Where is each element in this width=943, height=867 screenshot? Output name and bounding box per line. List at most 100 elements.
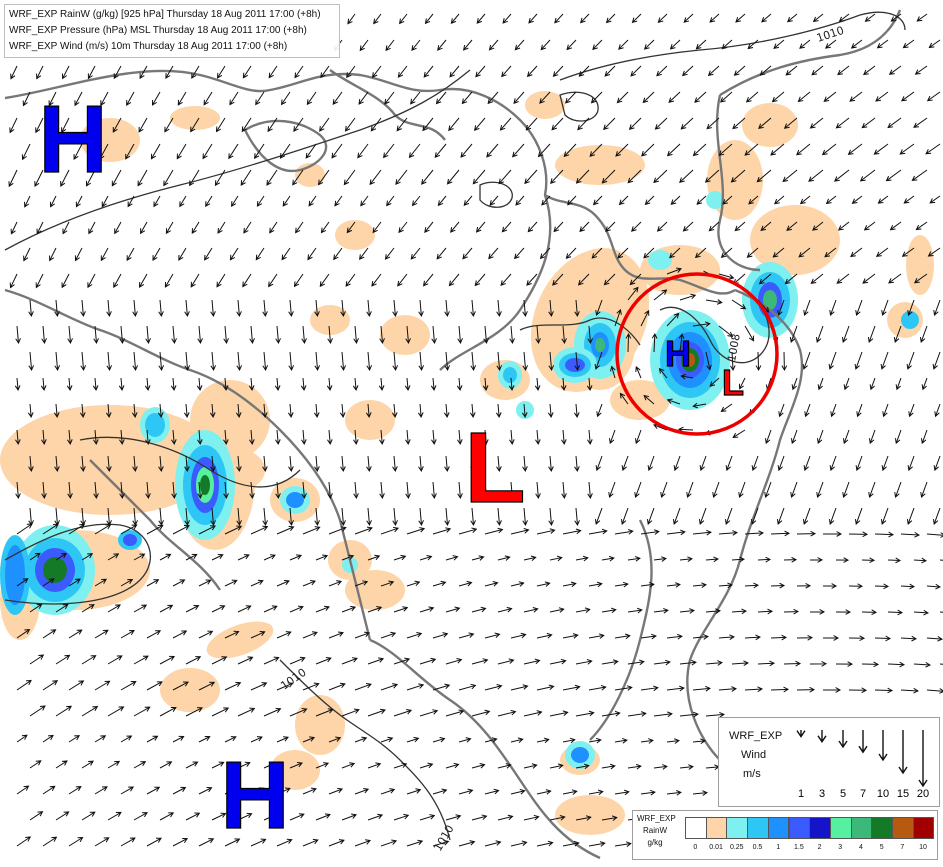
wind-arrow xyxy=(235,403,242,418)
wind-arrow xyxy=(784,273,798,285)
wind-arrow xyxy=(523,555,537,562)
wind-arrow xyxy=(744,686,764,693)
wind-arrow xyxy=(778,403,785,418)
wind-arrow xyxy=(132,455,138,472)
wind-arrow xyxy=(146,786,161,795)
wind-arrow xyxy=(419,762,434,769)
wind-arrow xyxy=(614,581,629,588)
wind-arrow xyxy=(445,709,465,717)
wind-arrow xyxy=(692,738,706,745)
wind-arrow xyxy=(54,299,60,317)
wind-arrow xyxy=(346,65,356,79)
wind-arrow xyxy=(679,711,699,718)
wind-arrow xyxy=(906,507,915,525)
wind-arrow xyxy=(484,788,500,795)
wind-arrow xyxy=(276,787,291,795)
wind-arrow xyxy=(185,761,199,769)
wind-arrow xyxy=(327,325,333,344)
wind-arrow xyxy=(15,429,21,445)
wind-arrow xyxy=(656,221,668,232)
wind-arrow xyxy=(138,117,148,133)
wind-arrow xyxy=(345,273,356,287)
wind-arrow xyxy=(486,143,499,158)
wind-arrow xyxy=(837,65,850,76)
wind-arrow xyxy=(586,377,593,391)
wind-arrow xyxy=(526,65,538,78)
wind-arrow xyxy=(132,299,138,317)
wind-arrow xyxy=(255,91,265,106)
wind-arrow xyxy=(418,507,424,526)
wind-arrow xyxy=(10,221,18,235)
wind-arrow xyxy=(16,836,32,847)
wind-arrow xyxy=(319,117,330,132)
wind-arrow xyxy=(908,403,915,418)
wind-arrow xyxy=(666,143,681,157)
wind-arrow xyxy=(458,683,477,691)
wind-arrow xyxy=(696,195,707,205)
wind-arrow xyxy=(79,403,86,418)
wind-arrow xyxy=(777,299,785,317)
color-legend-title: WRF_EXP RainW g/kg xyxy=(637,813,676,849)
wind-arrow xyxy=(694,91,707,103)
wind-arrow xyxy=(720,91,733,103)
wind-arrow xyxy=(144,377,151,391)
wind-arrow xyxy=(462,247,473,260)
wind-arrow xyxy=(497,763,512,769)
wind-arrow xyxy=(159,812,175,821)
wind-arrow xyxy=(523,763,538,769)
wind-arrow xyxy=(444,455,450,472)
wind-arrow xyxy=(49,247,57,262)
wind-arrow xyxy=(497,814,514,821)
wind-arrow xyxy=(315,813,331,821)
wind-arrow xyxy=(616,91,629,104)
wind-arrow xyxy=(392,507,398,526)
wind-arrow xyxy=(718,325,734,338)
wind-arrow xyxy=(61,117,70,134)
wind-arrow xyxy=(47,143,57,161)
wind-arrow xyxy=(836,273,850,284)
wind-arrow xyxy=(419,814,436,821)
wind-arrow xyxy=(640,309,650,327)
wind-arrow xyxy=(734,221,746,232)
wind-arrow xyxy=(666,633,683,640)
wind-arrow xyxy=(254,143,265,160)
wind-arrow xyxy=(367,554,381,561)
wind-arrow xyxy=(588,789,604,796)
high-pressure-center: H xyxy=(665,333,691,374)
rain-cell xyxy=(335,220,375,250)
wind-arrow xyxy=(596,403,603,418)
wind-arrow xyxy=(686,481,694,499)
wind-arrow xyxy=(61,65,70,80)
color-legend-level: 5 xyxy=(879,844,884,851)
wind-arrow xyxy=(495,403,502,418)
wind-arrow xyxy=(722,195,733,205)
wind-arrow xyxy=(146,579,160,587)
wind-arrow xyxy=(575,763,590,770)
wind-arrow xyxy=(457,325,463,344)
wind-arrow xyxy=(159,553,172,561)
wind-arrow xyxy=(718,686,737,692)
wind-arrow xyxy=(263,707,282,717)
wind-arrow xyxy=(875,247,889,257)
wind-arrow xyxy=(796,634,814,641)
wind-arrow xyxy=(341,708,360,717)
wind-arrow xyxy=(236,455,242,472)
wind-arrow xyxy=(496,507,502,526)
wind-arrow xyxy=(146,524,164,535)
wind-arrow xyxy=(861,609,878,616)
wind-arrow xyxy=(528,13,538,24)
wind-arrow xyxy=(458,527,478,535)
wind-arrow xyxy=(100,91,109,107)
wind-arrow xyxy=(398,221,408,234)
wind-arrow xyxy=(932,351,941,370)
wind-arrow xyxy=(21,143,31,161)
wind-arrow xyxy=(418,299,424,317)
wind-arrow xyxy=(925,143,941,155)
wind-arrow xyxy=(548,299,554,317)
wind-arrow xyxy=(164,117,174,133)
wind-arrow xyxy=(120,681,137,691)
wind-arrow xyxy=(563,143,577,158)
wind-arrow xyxy=(822,583,838,589)
wind-legend-arrows: 1 3 5 7 10 15 20 xyxy=(796,730,929,800)
wind-arrow xyxy=(289,605,304,613)
